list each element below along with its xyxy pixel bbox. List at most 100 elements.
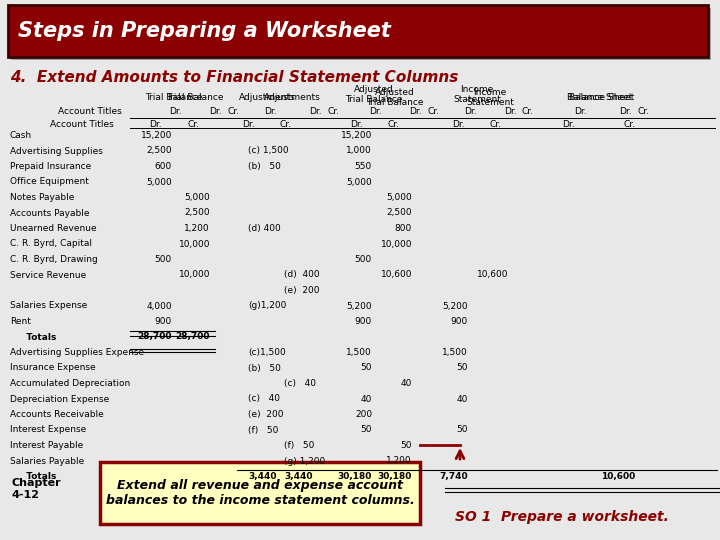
Text: Dr.: Dr. — [149, 120, 161, 129]
Text: 5,200: 5,200 — [442, 301, 468, 310]
Text: (f)   50: (f) 50 — [248, 426, 279, 435]
Text: 4,000: 4,000 — [146, 301, 172, 310]
Text: (d)  400: (d) 400 — [284, 271, 320, 280]
Text: Income
Statement: Income Statement — [466, 88, 514, 107]
Text: Cr.: Cr. — [490, 120, 502, 129]
Text: Account Titles: Account Titles — [50, 120, 114, 129]
Text: 900: 900 — [451, 317, 468, 326]
Text: (g)1,200: (g)1,200 — [248, 301, 287, 310]
Text: Insurance Expense: Insurance Expense — [10, 363, 96, 373]
Text: Rent: Rent — [10, 317, 31, 326]
Text: C. R. Byrd, Capital: C. R. Byrd, Capital — [10, 240, 92, 248]
Text: Office Equipment: Office Equipment — [10, 178, 89, 186]
Text: 7,740: 7,740 — [439, 472, 468, 481]
Text: 40: 40 — [400, 379, 412, 388]
Text: (d) 400: (d) 400 — [248, 224, 281, 233]
Text: Notes Payable: Notes Payable — [10, 193, 74, 202]
Text: Income
Statement: Income Statement — [453, 85, 501, 104]
Text: 600: 600 — [155, 162, 172, 171]
Text: Totals: Totals — [20, 333, 56, 341]
Text: 2,500: 2,500 — [184, 208, 210, 218]
Text: 900: 900 — [155, 317, 172, 326]
Text: 10,600: 10,600 — [477, 271, 508, 280]
Text: (c)1,500: (c)1,500 — [248, 348, 286, 357]
Text: Dr.: Dr. — [209, 107, 221, 116]
Text: 50: 50 — [456, 363, 468, 373]
Text: 10,600: 10,600 — [600, 472, 635, 481]
Text: Unearned Revenue: Unearned Revenue — [10, 224, 96, 233]
Text: 28,700: 28,700 — [176, 333, 210, 341]
Text: 15,200: 15,200 — [140, 131, 172, 140]
Text: 3,440: 3,440 — [284, 472, 312, 481]
Text: Interest Payable: Interest Payable — [10, 441, 84, 450]
Text: (g) 1,200: (g) 1,200 — [284, 456, 325, 465]
Text: Accounts Payable: Accounts Payable — [10, 208, 89, 218]
Text: 500: 500 — [355, 255, 372, 264]
Text: (b)   50: (b) 50 — [248, 363, 281, 373]
Text: 28,700: 28,700 — [138, 333, 172, 341]
Text: (e)  200: (e) 200 — [248, 410, 284, 419]
Text: (b)   50: (b) 50 — [248, 162, 281, 171]
Text: Cr.: Cr. — [624, 120, 636, 129]
Text: 800: 800 — [395, 224, 412, 233]
Text: 30,180: 30,180 — [338, 472, 372, 481]
Text: 5,000: 5,000 — [184, 193, 210, 202]
Text: Dr.: Dr. — [504, 107, 516, 116]
Text: 2,500: 2,500 — [387, 208, 412, 218]
Text: Prepaid Insurance: Prepaid Insurance — [10, 162, 91, 171]
Text: Cr.: Cr. — [227, 107, 239, 116]
Text: Balance Sheet: Balance Sheet — [570, 93, 635, 102]
Text: 10,000: 10,000 — [380, 240, 412, 248]
Text: 50: 50 — [361, 426, 372, 435]
Text: (c)   40: (c) 40 — [284, 379, 316, 388]
Text: 4.  Extend Amounts to Financial Statement Columns: 4. Extend Amounts to Financial Statement… — [10, 70, 459, 85]
Text: 50: 50 — [456, 426, 468, 435]
Text: (c) 1,500: (c) 1,500 — [248, 146, 289, 156]
FancyBboxPatch shape — [8, 5, 708, 57]
Text: SO 1  Prepare a worksheet.: SO 1 Prepare a worksheet. — [455, 510, 669, 524]
Text: Cr.: Cr. — [427, 107, 439, 116]
Text: Adjusted
Trial Balance: Adjusted Trial Balance — [346, 85, 402, 104]
Text: 2,500: 2,500 — [146, 146, 172, 156]
Text: Adjusted
Trial Balance: Adjusted Trial Balance — [366, 88, 424, 107]
Text: 550: 550 — [355, 162, 372, 171]
Text: 10,000: 10,000 — [179, 271, 210, 280]
Text: Dr.: Dr. — [309, 107, 321, 116]
Text: 15,200: 15,200 — [341, 131, 372, 140]
Text: 40: 40 — [456, 395, 468, 403]
Text: 30,180: 30,180 — [377, 472, 412, 481]
Text: Dr.: Dr. — [464, 107, 477, 116]
Text: Cr.: Cr. — [637, 107, 649, 116]
Text: Dr.: Dr. — [350, 120, 362, 129]
Text: 1,500: 1,500 — [346, 348, 372, 357]
Text: (c)   40: (c) 40 — [248, 395, 280, 403]
Text: Extend all revenue and expense account
balances to the income statement columns.: Extend all revenue and expense account b… — [106, 479, 415, 507]
Text: Advertising Supplies: Advertising Supplies — [10, 146, 103, 156]
Text: Interest Expense: Interest Expense — [10, 426, 86, 435]
Text: Salaries Payable: Salaries Payable — [10, 456, 84, 465]
FancyBboxPatch shape — [100, 462, 420, 524]
Text: 1,200: 1,200 — [184, 224, 210, 233]
Text: Dr.: Dr. — [242, 120, 254, 129]
Text: Adjustments: Adjustments — [238, 93, 295, 102]
Text: Salaries Expense: Salaries Expense — [10, 301, 87, 310]
Text: Accumulated Depreciation: Accumulated Depreciation — [10, 379, 130, 388]
Text: Cr.: Cr. — [387, 120, 399, 129]
Text: Service Revenue: Service Revenue — [10, 271, 86, 280]
Text: 5,000: 5,000 — [346, 178, 372, 186]
Text: 10,000: 10,000 — [179, 240, 210, 248]
Text: 1,000: 1,000 — [346, 146, 372, 156]
Text: Chapter
4-12: Chapter 4-12 — [12, 478, 62, 500]
Text: Account Titles: Account Titles — [58, 107, 122, 116]
Text: 900: 900 — [355, 317, 372, 326]
Text: 50: 50 — [400, 441, 412, 450]
Text: Dr.: Dr. — [409, 107, 421, 116]
Text: 500: 500 — [155, 255, 172, 264]
Text: Cr.: Cr. — [187, 120, 199, 129]
Text: Balance Sheet: Balance Sheet — [567, 93, 633, 102]
Text: 1,200: 1,200 — [387, 456, 412, 465]
Text: Dr.: Dr. — [264, 107, 276, 116]
Text: Accounts Receivable: Accounts Receivable — [10, 410, 104, 419]
Text: 3,440: 3,440 — [248, 472, 276, 481]
Text: C. R. Byrd, Drawing: C. R. Byrd, Drawing — [10, 255, 98, 264]
